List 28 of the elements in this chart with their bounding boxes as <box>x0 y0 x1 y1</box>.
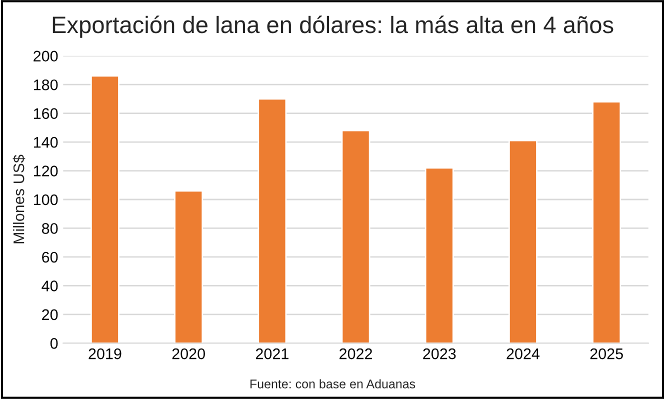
chart-title: Exportación de lana en dólares: la más alta en 4 años <box>52 16 614 38</box>
y-tick-label: 100 <box>34 194 58 206</box>
y-tick-label: 180 <box>34 79 58 90</box>
bar <box>508 140 538 344</box>
x-tick-label: 2022 <box>340 348 372 360</box>
y-tick-label: 140 <box>34 136 58 148</box>
y-tick-label: 200 <box>34 50 58 62</box>
x-tick-label: 2021 <box>256 348 288 360</box>
x-tick-label: 2024 <box>506 348 540 360</box>
bar <box>90 75 120 344</box>
y-tick-label: 80 <box>42 223 58 234</box>
y-tick-label: 120 <box>34 166 58 176</box>
x-tick-label: 2023 <box>423 348 456 360</box>
x-tick-label: 2025 <box>590 348 623 360</box>
y-axis-title: Millones US$ <box>12 154 26 244</box>
y-tick-label: 160 <box>34 108 58 119</box>
x-tick-label: 2020 <box>172 348 205 360</box>
y-tick-label: 60 <box>42 252 58 263</box>
bar <box>341 130 370 344</box>
y-tick-label: 20 <box>42 309 58 320</box>
y-tick-label: 0 <box>50 338 58 349</box>
y-tick-label: 40 <box>42 280 58 292</box>
bar <box>174 190 204 344</box>
source-note: Fuente: con base en Aduanas <box>250 379 416 388</box>
bar <box>424 167 454 344</box>
x-tick-label: 2019 <box>88 348 122 360</box>
bar <box>258 98 287 344</box>
bar <box>592 101 622 344</box>
